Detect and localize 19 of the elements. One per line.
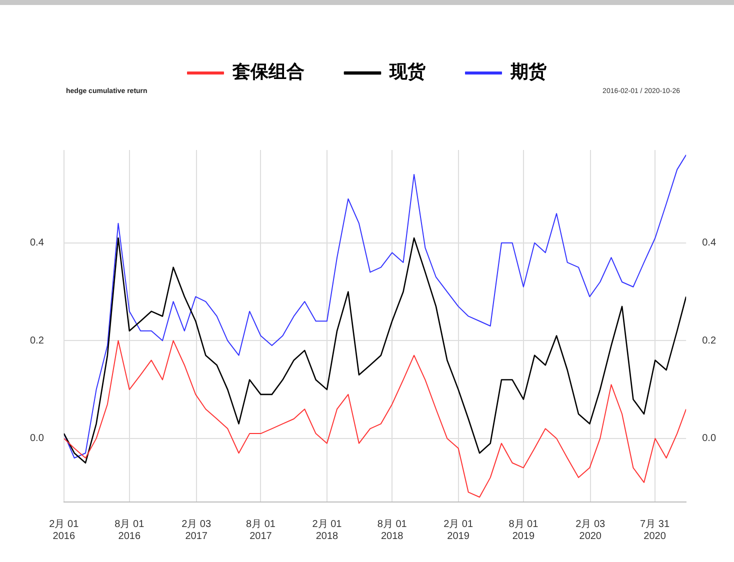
- x-tick-label: 8月 01 2017: [246, 518, 276, 542]
- x-tick-label: 8月 01 2019: [508, 518, 539, 542]
- legend-label: 期货: [510, 62, 548, 83]
- y-tick-label: 0.4: [30, 238, 44, 249]
- x-tick-label: 8月 01 2018: [377, 518, 408, 542]
- y2-tick-label: 0.4: [702, 238, 716, 249]
- y2-tick-label: 0.2: [702, 335, 716, 346]
- x-tick-label: 2月 03 2020: [576, 518, 606, 542]
- x-tick-label: 2月 01 2019: [444, 518, 474, 542]
- legend-label: 现货: [388, 62, 426, 83]
- x-tick-label: 2月 01 2018: [312, 518, 342, 542]
- y-tick-label: 0.0: [30, 433, 44, 444]
- y2-tick-label: 0.0: [702, 433, 716, 444]
- x-tick-label: 2月 03 2017: [182, 518, 212, 542]
- x-tick-label: 2月 01 2016: [49, 518, 80, 542]
- legend-label: 套保组合: [232, 62, 304, 83]
- x-tick-label: 7月 31 2020: [640, 518, 670, 542]
- y-tick-label: 0.2: [30, 335, 44, 346]
- x-tick-label: 8月 01 2016: [114, 518, 145, 542]
